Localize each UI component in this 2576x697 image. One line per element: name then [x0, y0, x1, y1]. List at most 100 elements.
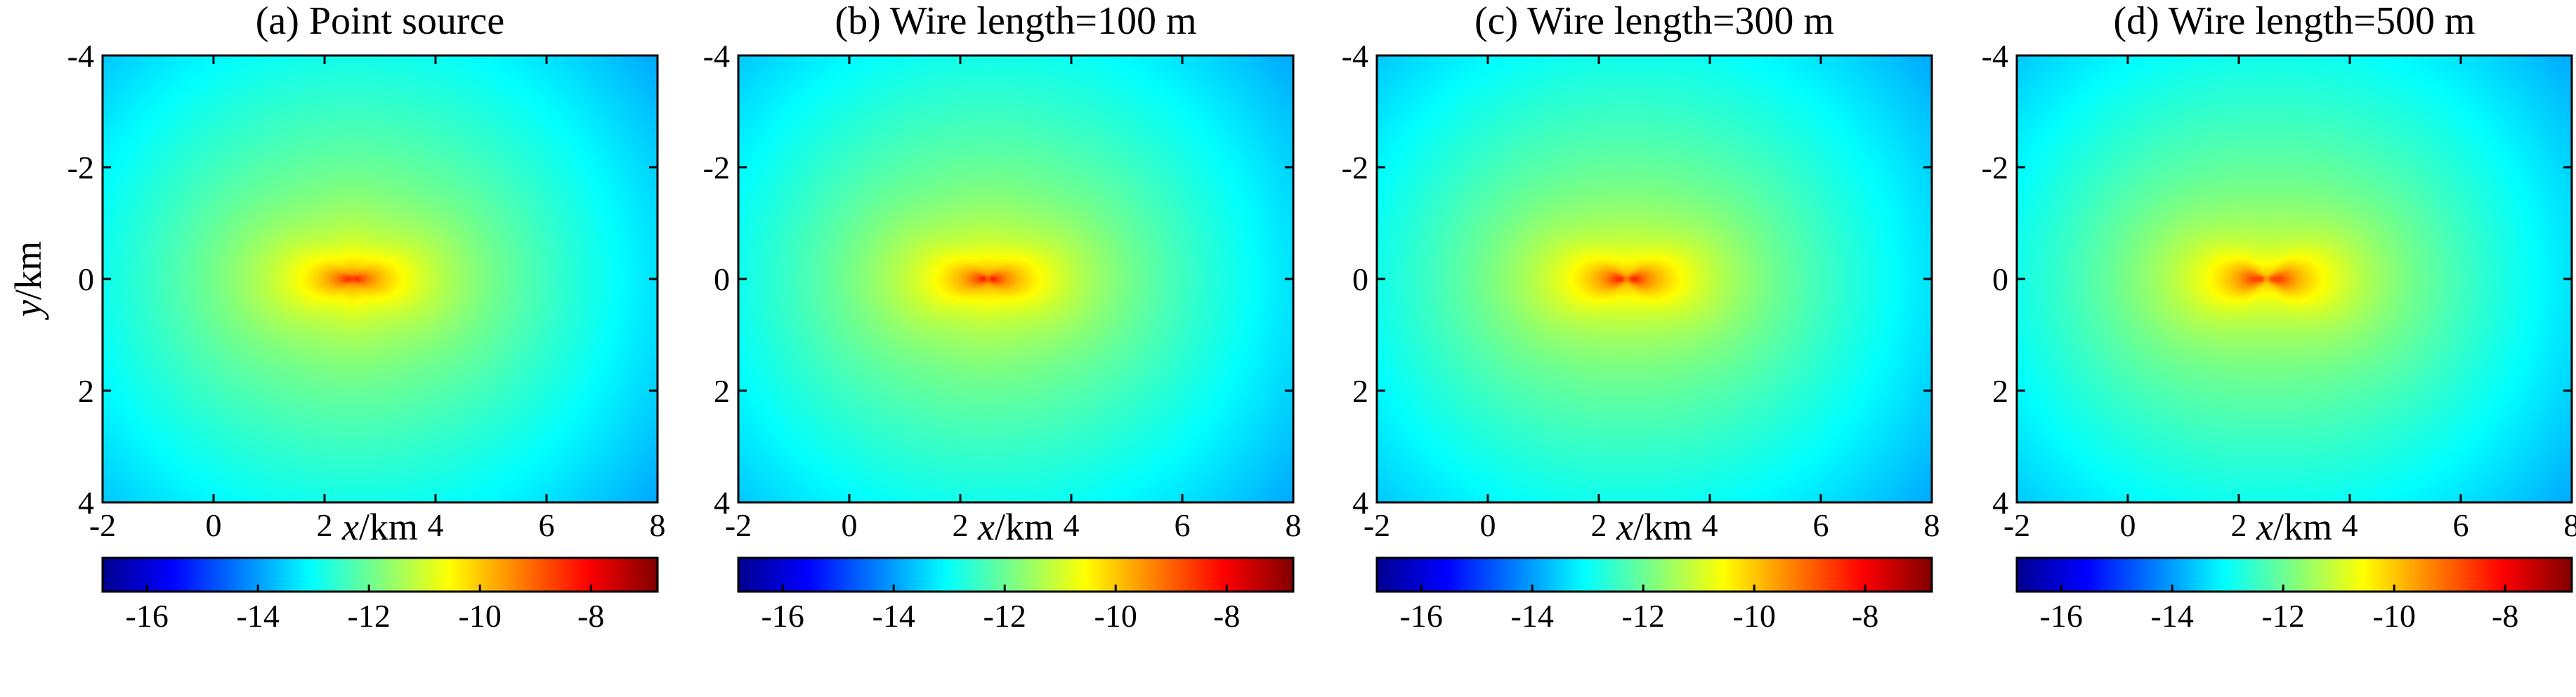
- colorbar-tick-label: -16: [126, 598, 169, 634]
- y-axis-label-var: y: [7, 300, 49, 320]
- x-tick-label: 4: [1702, 507, 1718, 543]
- x-tick-label: 4: [428, 507, 444, 543]
- x-tick-label: 0: [2120, 507, 2136, 543]
- panel-3: (c) Wire length=300 m -2 0 2 4 6 8 -4 -2 0 2 4 x/km -…: [1342, 0, 1940, 634]
- x-tick-label: 6: [1175, 507, 1191, 543]
- x-axis-label: x/km: [2256, 506, 2332, 548]
- y-tick-label: -2: [703, 150, 730, 185]
- colorbar-frame: [1375, 556, 1933, 593]
- y-tick-label: -4: [67, 38, 94, 74]
- colorbar-tick-label: -14: [1511, 598, 1554, 634]
- heatmap-image: [103, 56, 658, 502]
- x-tick-label: 0: [206, 507, 222, 543]
- x-tick-label: 8: [1286, 507, 1302, 543]
- x-axis-label-unit: /km: [359, 506, 418, 548]
- x-tick-label: 6: [539, 507, 555, 543]
- panel-4: (d) Wire length=500 m -2 0 2 4 6 8 -4 -2 0 2 4 x/km -…: [1982, 0, 2576, 634]
- x-tick-label: 4: [2342, 507, 2358, 543]
- colorbar-tick-label: -12: [983, 598, 1026, 634]
- x-tick-label: 2: [2231, 507, 2247, 543]
- colorbar-tick-label: -10: [1733, 598, 1776, 634]
- y-tick-label: 4: [714, 485, 730, 521]
- x-axis-label: x/km: [1616, 506, 1692, 548]
- panel-title: (a) Point source: [256, 0, 505, 43]
- x-axis-label-var: x: [977, 506, 995, 548]
- y-tick-label: 0: [1992, 261, 2008, 297]
- x-tick-label: -2: [1364, 507, 1390, 543]
- x-tick-label: -2: [89, 507, 116, 543]
- y-tick-label: 4: [1352, 485, 1368, 521]
- y-tick-label: 2: [1352, 373, 1368, 409]
- y-tick-label: 4: [1992, 485, 2008, 521]
- y-tick-label: -2: [67, 150, 94, 185]
- x-axis-label: x/km: [341, 506, 418, 548]
- y-tick-label: -2: [1982, 150, 2008, 185]
- x-axis-label-unit: /km: [995, 506, 1054, 548]
- colorbar: [1377, 558, 1932, 592]
- panel-title: (d) Wire length=500 m: [2113, 0, 2475, 43]
- y-tick-label: 0: [78, 261, 94, 297]
- colorbar-tick-label: -8: [1213, 598, 1240, 634]
- x-tick-label: 2: [317, 507, 333, 543]
- x-tick-label: -2: [725, 507, 752, 543]
- x-tick-label: 6: [1813, 507, 1829, 543]
- x-axis-label-unit: /km: [2273, 506, 2332, 548]
- panel-1: (a) Point source-2 0 2 4 6 8-4-2024x/kmy/km-1…: [7, 0, 666, 634]
- colorbar: [2017, 558, 2572, 592]
- colorbar-tick-label: -16: [2040, 598, 2083, 634]
- x-tick-label: 6: [2453, 507, 2469, 543]
- x-axis-label-var: x: [341, 506, 359, 548]
- colorbar-tick-label: -8: [2492, 598, 2518, 634]
- colorbar-tick-label: -12: [1622, 598, 1665, 634]
- x-axis-label-unit: /km: [1633, 506, 1692, 548]
- x-tick-label: -2: [2003, 507, 2030, 543]
- colorbar-tick-label: -10: [459, 598, 502, 634]
- panel-title: (b) Wire length=100 m: [835, 0, 1196, 43]
- y-tick-label: 0: [714, 261, 730, 297]
- x-tick-label: 0: [842, 507, 858, 543]
- y-tick-label: -4: [1342, 38, 1368, 74]
- x-axis-label-var: x: [1616, 506, 1633, 548]
- x-axis-label-var: x: [2256, 506, 2273, 548]
- colorbar-tick-label: -10: [2373, 598, 2416, 634]
- y-tick-label: 2: [78, 373, 94, 409]
- panels: (a) Point source-2 0 2 4 6 8-4-2024x/kmy/km-1…: [7, 0, 2576, 634]
- y-tick-label: -2: [1342, 150, 1368, 185]
- colorbar-frame: [737, 556, 1295, 593]
- y-tick-label: 2: [714, 373, 730, 409]
- y-axis-label: y/km: [7, 241, 49, 320]
- y-tick-label: 4: [78, 485, 94, 521]
- colorbar-tick-label: -16: [761, 598, 804, 634]
- x-tick-label: 2: [953, 507, 969, 543]
- x-axis-label: x/km: [977, 506, 1054, 548]
- heatmap-image: [2017, 56, 2572, 502]
- y-tick-label: -4: [1982, 38, 2008, 74]
- y-axis-label-unit: /km: [7, 241, 49, 300]
- colorbar-tick-label: -16: [1400, 598, 1443, 634]
- colorbar-frame: [2015, 556, 2573, 593]
- colorbar-tick-label: -14: [2151, 598, 2194, 634]
- colorbar-tick-label: -14: [872, 598, 915, 634]
- x-tick-label: 8: [2564, 507, 2576, 543]
- colorbar-tick-label: -8: [1852, 598, 1878, 634]
- colorbar-tick-label: -14: [237, 598, 280, 634]
- y-tick-label: -4: [703, 38, 730, 74]
- x-tick-label: 4: [1064, 507, 1080, 543]
- panel-title: (c) Wire length=300 m: [1475, 0, 1834, 43]
- y-tick-label: 0: [1352, 261, 1368, 297]
- colorbar: [738, 558, 1293, 592]
- heatmap-image: [738, 56, 1293, 502]
- heatmap-image: [1377, 56, 1932, 502]
- colorbar-frame: [101, 556, 659, 593]
- x-tick-label: 8: [1924, 507, 1940, 543]
- colorbar: [103, 558, 658, 592]
- colorbar-tick-label: -12: [348, 598, 391, 634]
- x-tick-label: 0: [1480, 507, 1496, 543]
- colorbar-tick-label: -10: [1094, 598, 1137, 634]
- colorbar-tick-label: -8: [577, 598, 604, 634]
- x-tick-label: 2: [1591, 507, 1607, 543]
- x-tick-label: 8: [650, 507, 666, 543]
- colorbar-tick-label: -12: [2262, 598, 2305, 634]
- y-tick-label: 2: [1992, 373, 2008, 409]
